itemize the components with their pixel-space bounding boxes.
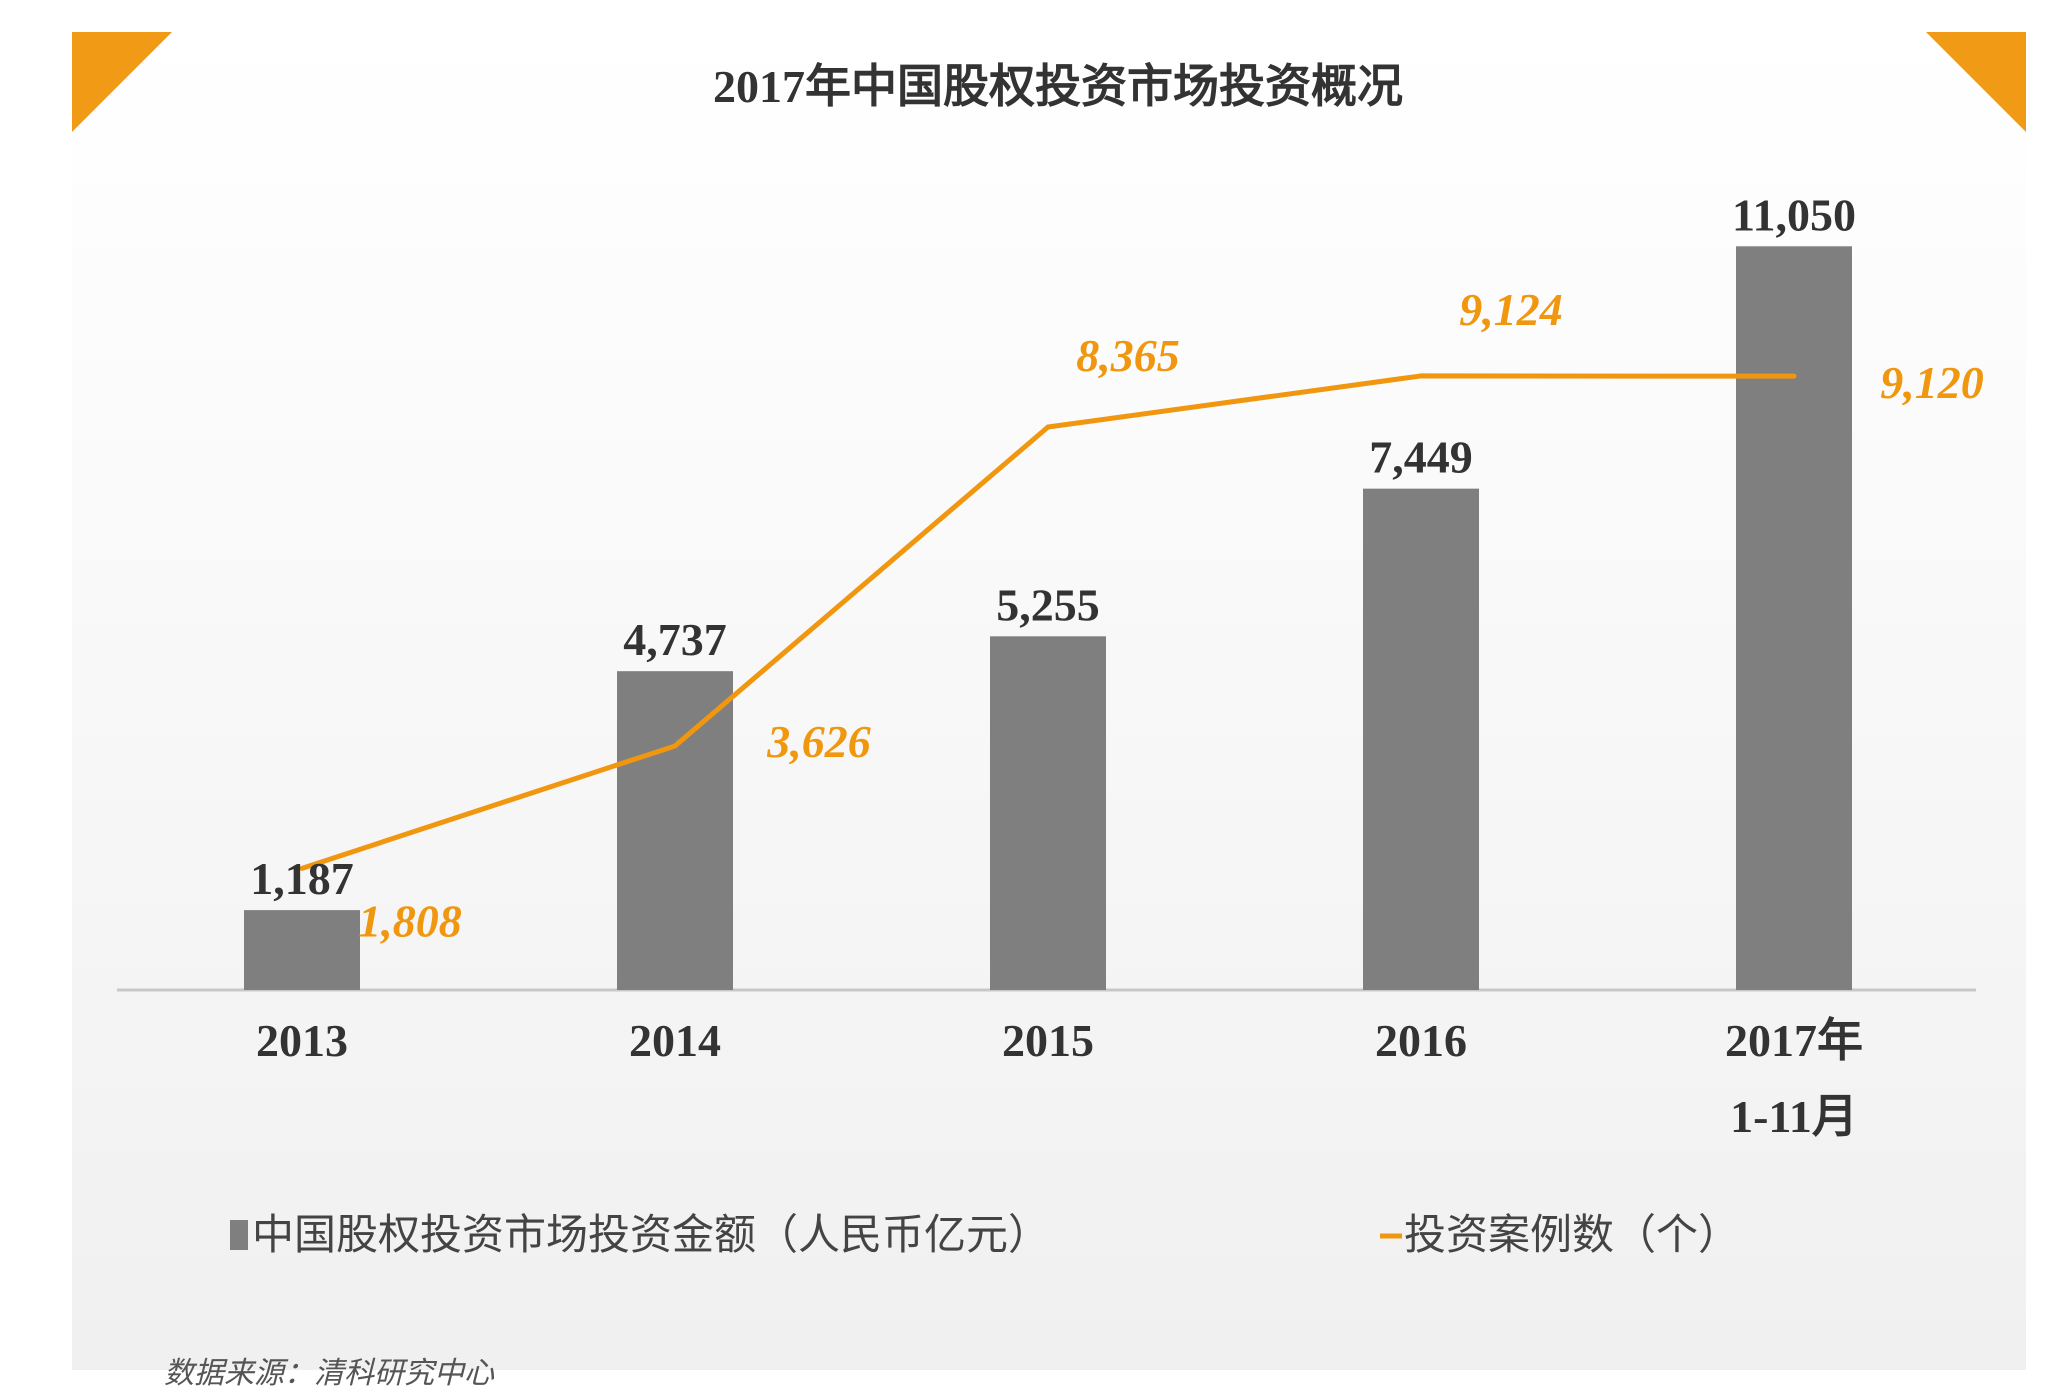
x-tick-label: 2015 [1002,1015,1094,1066]
source-note: 数据来源：清科研究中心 [164,1356,494,1391]
bar-value-label: 1,187 [250,853,354,904]
bar-0 [244,910,360,990]
line-value-label: 9,124 [1459,284,1563,335]
legend-label-line: 投资案例数（个） [1404,1210,1740,1259]
line-point-0 [299,865,305,871]
line-point-2 [1045,424,1051,430]
line-value-label: 3,626 [766,716,871,767]
chart-title: 2017年中国股权投资市场投资概况 [713,61,1403,112]
line-point-4 [1791,373,1797,379]
bar-2 [990,636,1106,990]
bar-value-label: 11,050 [1732,189,1856,240]
x-tick-label: 2014 [629,1015,721,1066]
bar-4 [1736,246,1852,990]
legend-swatch-bar [230,1220,248,1250]
x-tick-label: 2016 [1375,1015,1467,1066]
legend-label-bar: 中国股权投资市场投资金额（人民币亿元） [252,1210,1050,1259]
bar-value-label: 5,255 [996,579,1100,630]
x-tick-label: 2013 [256,1015,348,1066]
chart-panel: 2017年中国股权投资市场投资概况 1,187 4,737 5,255 7,449 11… [72,32,2026,1391]
bar-1 [617,671,733,990]
line-point-1 [672,743,678,749]
corner-decoration-right [1926,32,2026,132]
bar-value-label: 4,737 [623,614,727,665]
chart-svg: 2017年中国股权投资市场投资概况 1,187 4,737 5,255 7,449 11… [72,32,2026,1259]
line-value-label: 9,120 [1880,357,1984,408]
line-point-3 [1418,373,1424,379]
line-value-label: 8,365 [1076,330,1180,381]
bar-value-label: 7,449 [1369,432,1473,483]
corner-decoration-left [72,32,172,132]
x-tick-label: 2017年 1-11月 [1725,1015,1863,1142]
line-value-label: 1,808 [358,895,462,946]
bar-3 [1363,488,1479,990]
